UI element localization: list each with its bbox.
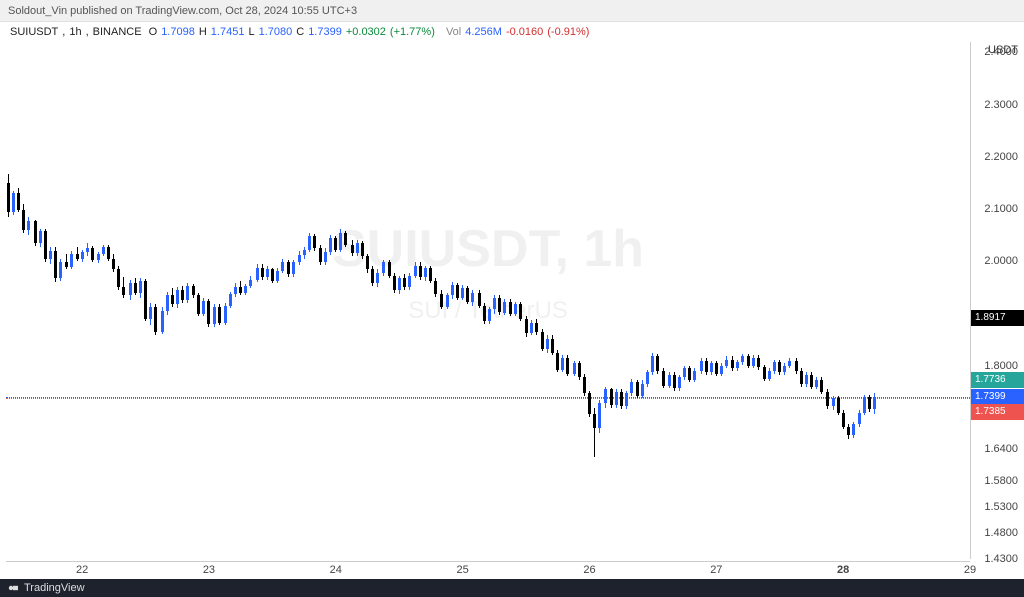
- y-tick-label: 1.4800: [984, 527, 1018, 539]
- y-tick-label: 2.4000: [984, 46, 1018, 58]
- price-box: 1.8917: [971, 310, 1024, 326]
- interval: 1h: [69, 26, 81, 38]
- x-tick-label: 28: [837, 564, 849, 576]
- x-tick-label: 26: [583, 564, 595, 576]
- candlestick-plot[interactable]: SUIUSDT, 1h SUI / TetherUS: [6, 42, 970, 559]
- ohlc-high: 1.7451: [211, 26, 245, 38]
- symbol-info-bar: SUIUSDT , 1h , BINANCE O1.7098 H1.7451 L…: [0, 22, 1024, 42]
- change: +0.0302: [346, 26, 386, 38]
- y-tick-label: 1.4300: [984, 553, 1018, 565]
- y-tick-label: 1.8000: [984, 360, 1018, 372]
- y-tick-label: 2.0000: [984, 255, 1018, 267]
- brand-label: TradingView: [24, 582, 85, 594]
- x-tick-label: 23: [203, 564, 215, 576]
- footer-bar: TradingView: [0, 579, 1024, 597]
- price-box: 1.7385: [971, 404, 1024, 420]
- vol-label: Vol: [446, 26, 461, 38]
- price-box: 1.7736: [971, 372, 1024, 388]
- exchange: BINANCE: [93, 26, 142, 38]
- y-tick-label: 2.2000: [984, 151, 1018, 163]
- watermark-symbol: SUIUSDT, 1h: [332, 219, 644, 279]
- chart-area[interactable]: SUIUSDT, 1h SUI / TetherUS USDT 2.40002.…: [0, 42, 1024, 597]
- x-tick-label: 25: [457, 564, 469, 576]
- publish-text: Soldout_Vin published on TradingView.com…: [8, 5, 357, 17]
- vol-change: -0.0160: [506, 26, 543, 38]
- x-tick-label: 29: [964, 564, 976, 576]
- change-pct: (+1.77%): [390, 26, 435, 38]
- symbol[interactable]: SUIUSDT: [10, 26, 58, 38]
- y-tick-label: 1.6400: [984, 443, 1018, 455]
- y-tick-label: 1.5800: [984, 475, 1018, 487]
- price-box: 1.7399: [971, 389, 1024, 405]
- y-tick-label: 2.1000: [984, 203, 1018, 215]
- ohlc-low: 1.7080: [259, 26, 293, 38]
- y-tick-label: 1.5300: [984, 501, 1018, 513]
- x-tick-label: 24: [330, 564, 342, 576]
- x-axis[interactable]: 2223242526272829: [6, 561, 970, 579]
- vol-pct: (-0.91%): [547, 26, 589, 38]
- volume: 4.256M: [465, 26, 502, 38]
- publish-header: Soldout_Vin published on TradingView.com…: [0, 0, 1024, 22]
- x-tick-label: 27: [710, 564, 722, 576]
- ohlc-open: 1.7098: [161, 26, 195, 38]
- y-axis[interactable]: USDT 2.40002.30002.20002.10002.00001.891…: [970, 42, 1024, 559]
- ohlc-close: 1.7399: [308, 26, 342, 38]
- x-tick-label: 22: [76, 564, 88, 576]
- tradingview-logo-icon: [8, 582, 20, 594]
- price-line: [6, 398, 970, 399]
- y-tick-label: 2.3000: [984, 99, 1018, 111]
